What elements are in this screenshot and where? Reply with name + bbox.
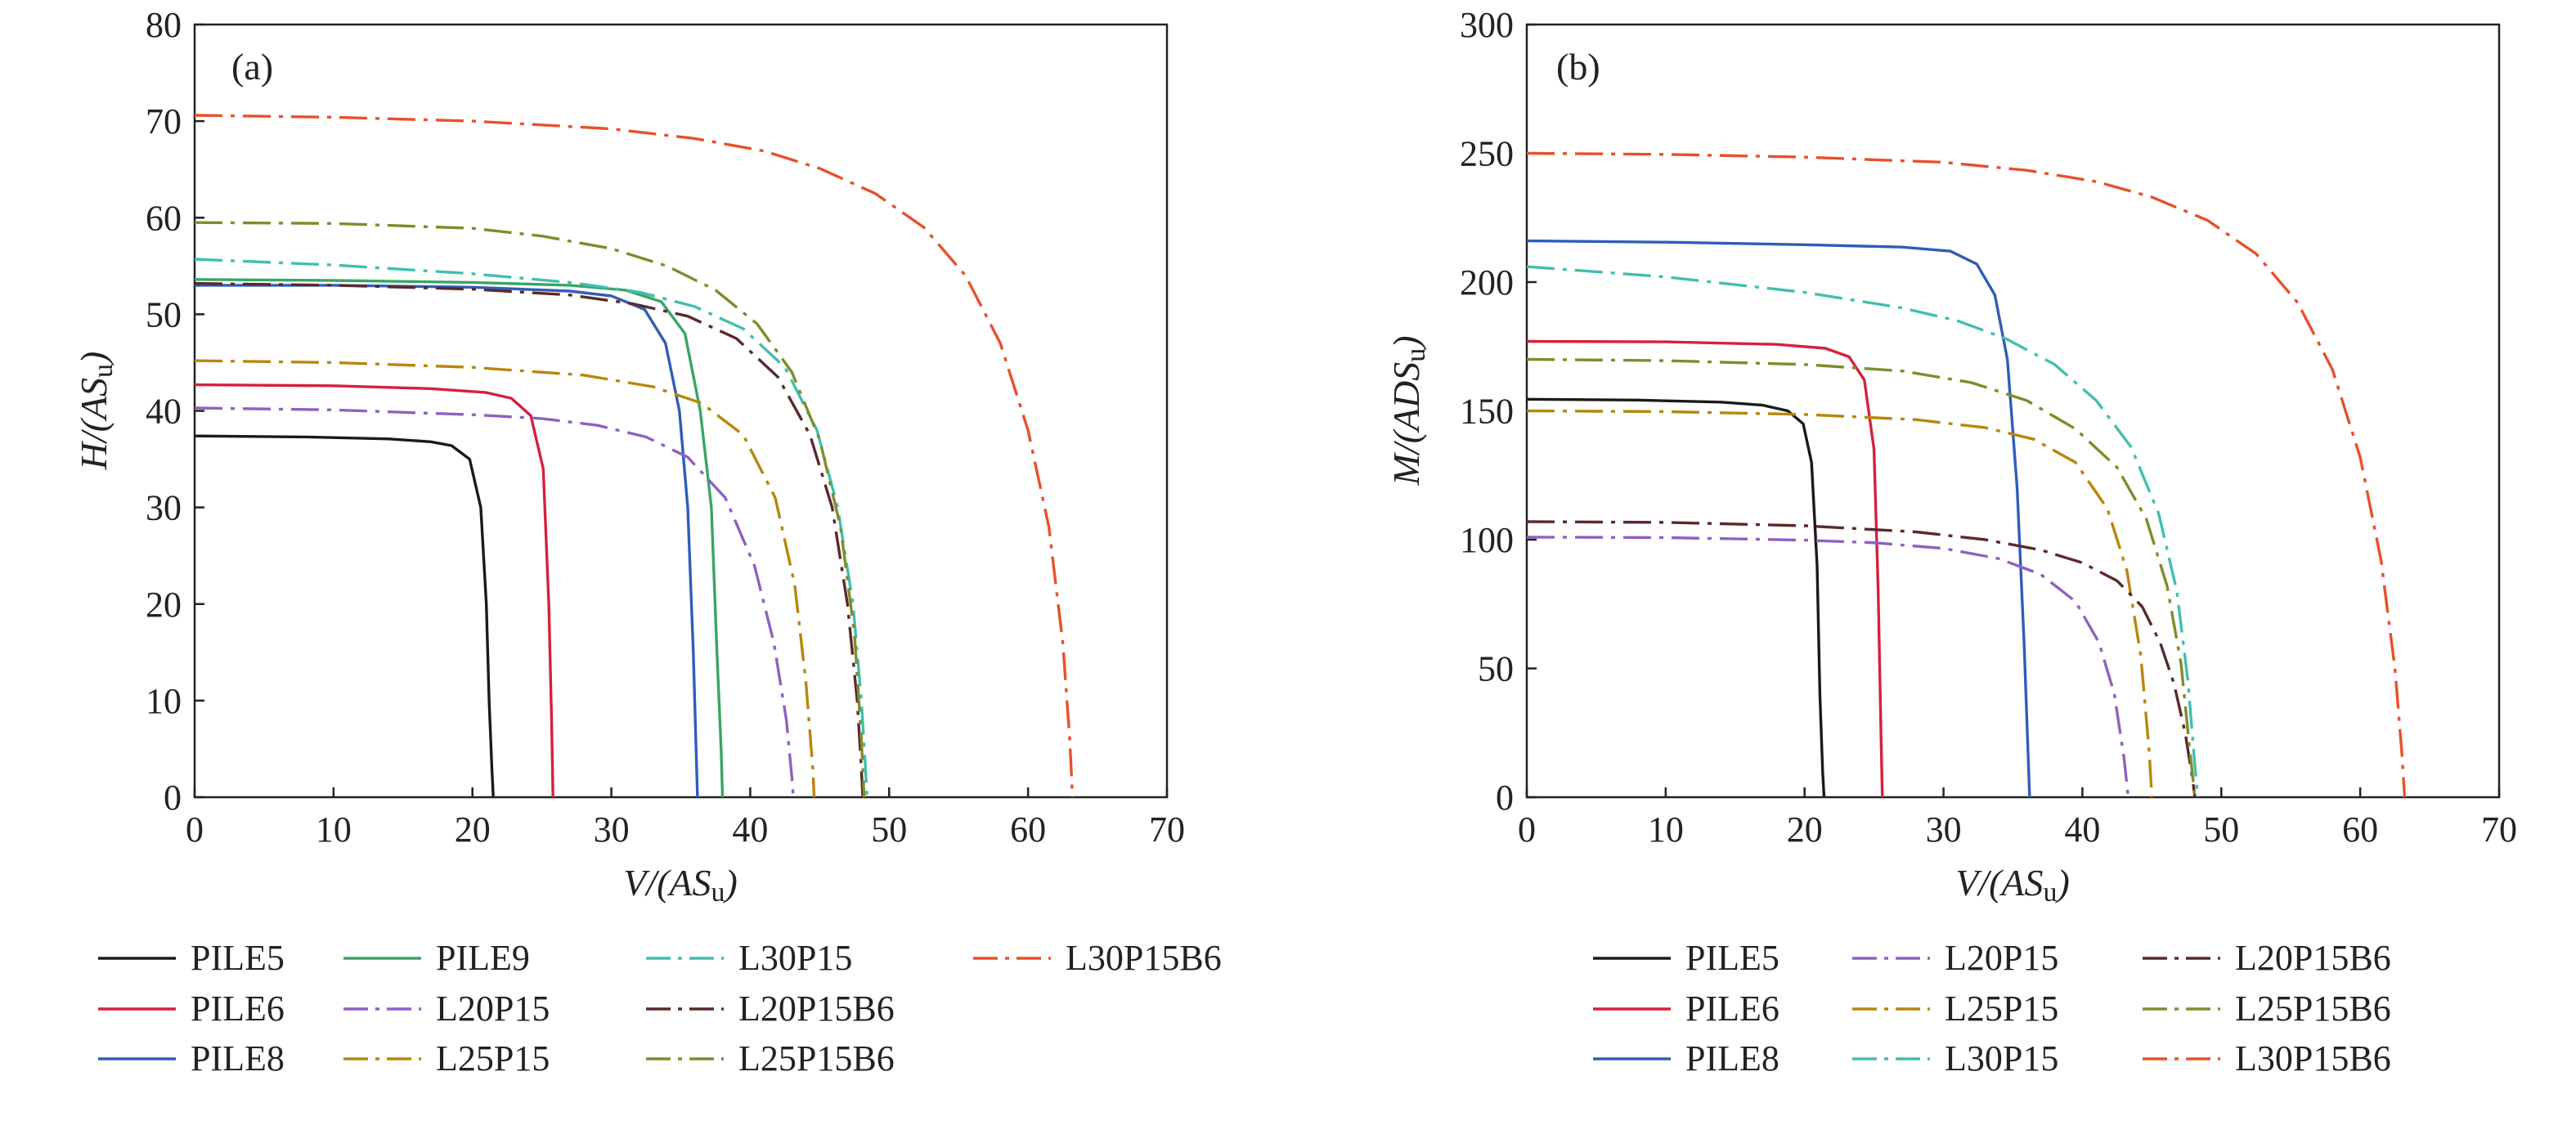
panel-label-b: (b) bbox=[1556, 46, 1600, 87]
y-tick-label: 40 bbox=[146, 392, 182, 432]
y-axis-label-a: H/(ASu) bbox=[73, 352, 119, 471]
panel-a: (a) 0 10 20 30 40 50 60 70 0 10 20 30 40 50 60 70 80 V/(… bbox=[73, 5, 1222, 1078]
series-lines-b bbox=[1526, 151, 2407, 798]
x-tick-label: 0 bbox=[186, 809, 204, 850]
legend-label: PILE5 bbox=[191, 938, 285, 978]
legend-label: PILE8 bbox=[1685, 1038, 1779, 1078]
x-tick-label: 70 bbox=[1149, 809, 1185, 850]
series-line-l25p15b6 bbox=[1526, 357, 2197, 798]
x-tick-label: 40 bbox=[2064, 809, 2100, 850]
series-line-pile5 bbox=[1526, 397, 1826, 798]
x-tick-label: 60 bbox=[2342, 809, 2378, 850]
y-tick-label: 10 bbox=[146, 681, 182, 721]
legend-label: L30P15 bbox=[738, 938, 852, 978]
series-line-l25p15 bbox=[194, 359, 816, 798]
legend-b: PILE5 PILE6 PILE8 L20P15 L25P15 L30P15 L20P15B… bbox=[1593, 938, 2391, 1078]
series-line-pile6 bbox=[1526, 339, 1884, 798]
y-tick-label: 50 bbox=[146, 294, 182, 334]
y-tick-label: 0 bbox=[1496, 778, 1514, 818]
x-tick-label: 10 bbox=[316, 809, 352, 850]
series-line-l20p15b6 bbox=[194, 281, 864, 798]
legend-label: L25P15 bbox=[1945, 989, 2058, 1029]
x-axis-label-b: V/(ASu) bbox=[1955, 862, 2070, 908]
y-tick-label: 50 bbox=[1478, 649, 1514, 689]
y-tick-label: 20 bbox=[146, 585, 182, 625]
series-line-l30p15 bbox=[194, 258, 868, 798]
legend-label: L20P15B6 bbox=[2235, 938, 2391, 978]
legend-a: PILE5 PILE6 PILE8 PILE9 L20P15 L25P15 L30P15 L2… bbox=[98, 938, 1222, 1078]
legend-label: L25P15B6 bbox=[738, 1038, 895, 1078]
series-line-l30p15b6 bbox=[194, 114, 1075, 798]
x-tick-label: 40 bbox=[732, 809, 768, 850]
series-line-l25p15 bbox=[1526, 409, 2154, 798]
y-tick-label: 250 bbox=[1460, 134, 1514, 174]
y-tick-label: 70 bbox=[146, 101, 182, 141]
legend-label: L25P15B6 bbox=[2235, 989, 2391, 1029]
legend-label: L30P15B6 bbox=[1066, 938, 1222, 978]
y-tick-label: 80 bbox=[146, 5, 182, 45]
series-line-pile8 bbox=[1526, 239, 2031, 798]
x-tick-label: 50 bbox=[2203, 809, 2239, 850]
legend-label: PILE6 bbox=[1685, 989, 1779, 1029]
legend-label: L20P15 bbox=[1945, 938, 2058, 978]
series-line-l20p15 bbox=[1526, 536, 2130, 798]
y-tick-label: 60 bbox=[146, 198, 182, 238]
x-tick-label: 30 bbox=[594, 809, 630, 850]
series-line-l30p15b6 bbox=[1526, 151, 2407, 798]
legend-label: L20P15B6 bbox=[738, 989, 895, 1029]
series-line-l30p15 bbox=[1526, 265, 2200, 798]
x-tick-label: 60 bbox=[1010, 809, 1046, 850]
panel-label-a: (a) bbox=[231, 46, 273, 87]
x-axis-label-a: V/(ASu) bbox=[623, 862, 738, 908]
series-line-pile9 bbox=[194, 278, 725, 798]
series-line-pile5 bbox=[194, 434, 495, 798]
x-tick-label: 10 bbox=[1648, 809, 1684, 850]
legend-label: PILE5 bbox=[1685, 938, 1779, 978]
legend-label: PILE6 bbox=[191, 989, 285, 1029]
y-tick-label: 30 bbox=[146, 488, 182, 528]
y-axis-label-b: M/(ADSu) bbox=[1385, 335, 1431, 486]
y-tick-label: 200 bbox=[1460, 262, 1514, 303]
x-tick-label: 20 bbox=[1787, 809, 1823, 850]
x-tick-label: 20 bbox=[455, 809, 491, 850]
series-line-l20p15 bbox=[194, 406, 795, 798]
x-tick-label: 70 bbox=[2481, 809, 2517, 850]
series-line-pile6 bbox=[194, 383, 554, 798]
y-tick-label: 100 bbox=[1460, 520, 1514, 560]
x-tick-label: 30 bbox=[1926, 809, 1962, 850]
legend-label: L30P15B6 bbox=[2235, 1038, 2391, 1078]
series-lines-a bbox=[194, 114, 1075, 798]
series-line-l25p15b6 bbox=[194, 221, 866, 798]
series-line-l20p15b6 bbox=[1526, 520, 2197, 798]
legend-label: PILE9 bbox=[436, 938, 530, 978]
ticks-a: 0 10 20 30 40 50 60 70 0 10 20 30 40 50 60 70 80 bbox=[146, 5, 1185, 850]
y-tick-label: 300 bbox=[1460, 5, 1514, 45]
y-tick-label: 150 bbox=[1460, 392, 1514, 432]
x-tick-label: 50 bbox=[871, 809, 907, 850]
ticks-b: 0 10 20 30 40 50 60 70 0 50 100 150 200 250 300 bbox=[1460, 5, 2517, 850]
y-tick-label: 0 bbox=[164, 778, 182, 818]
panel-b: (b) 0 10 20 30 40 50 60 70 0 50 100 150 200 250 300 V/… bbox=[1385, 5, 2517, 1078]
x-tick-label: 0 bbox=[1518, 809, 1536, 850]
legend-label: L25P15 bbox=[436, 1038, 550, 1078]
legend-label: L30P15 bbox=[1945, 1038, 2058, 1078]
series-line-pile8 bbox=[195, 284, 699, 798]
legend-label: L20P15 bbox=[436, 989, 550, 1029]
legend-label: PILE8 bbox=[191, 1038, 285, 1078]
